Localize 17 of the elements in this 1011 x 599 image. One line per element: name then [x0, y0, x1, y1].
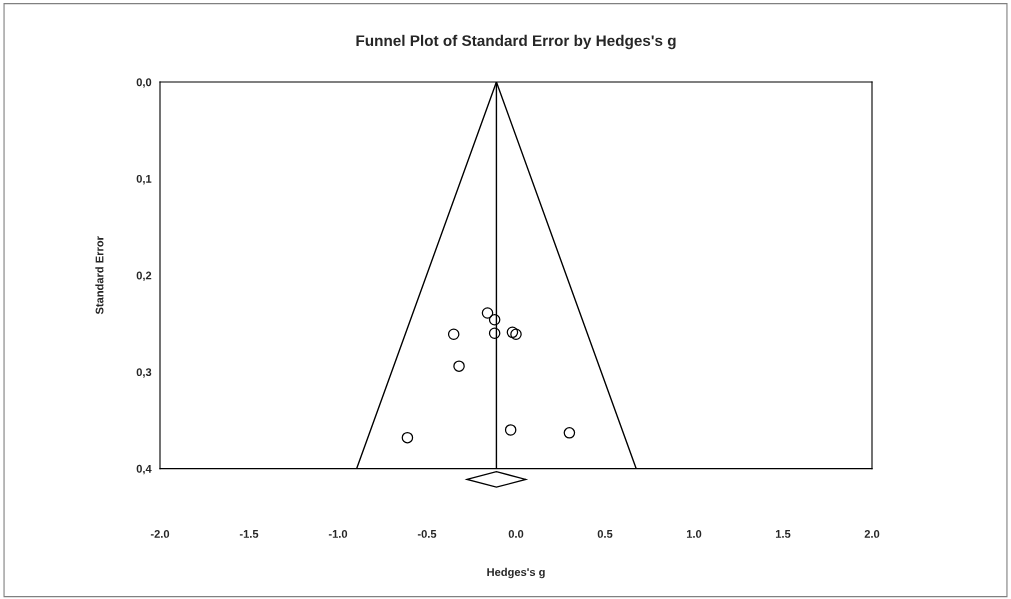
x-tick-label: -2.0 — [150, 530, 170, 538]
x-tick-label: 1.5 — [775, 530, 791, 538]
x-tick-label: 2.0 — [864, 530, 880, 538]
y-axis-title: Standard Error — [95, 236, 104, 315]
x-tick-label: 1.0 — [686, 530, 702, 538]
x-tick-label: -1.0 — [328, 530, 348, 538]
y-tick-label: 0,1 — [136, 174, 152, 185]
y-tick-label: 0,0 — [136, 78, 152, 88]
x-tick-label: -0.5 — [417, 530, 437, 538]
x-tick-label: -1.5 — [239, 530, 259, 538]
x-axis-title: Hedges's g — [487, 567, 545, 579]
y-tick-label: 0,4 — [136, 464, 152, 475]
y-tick-label: 0,3 — [136, 368, 152, 378]
y-tick-label: 0,2 — [136, 271, 152, 282]
chart-title: Funnel Plot of Standard Error by Hedges's g — [356, 34, 676, 50]
x-tick-label: 0.5 — [597, 530, 613, 538]
x-tick-label: 0.0 — [508, 530, 524, 538]
